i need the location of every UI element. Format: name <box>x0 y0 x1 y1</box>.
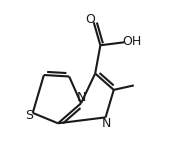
Text: OH: OH <box>122 35 141 48</box>
Text: N: N <box>76 91 86 104</box>
Text: O: O <box>85 13 95 26</box>
Text: S: S <box>25 109 33 122</box>
Text: N: N <box>102 117 111 130</box>
